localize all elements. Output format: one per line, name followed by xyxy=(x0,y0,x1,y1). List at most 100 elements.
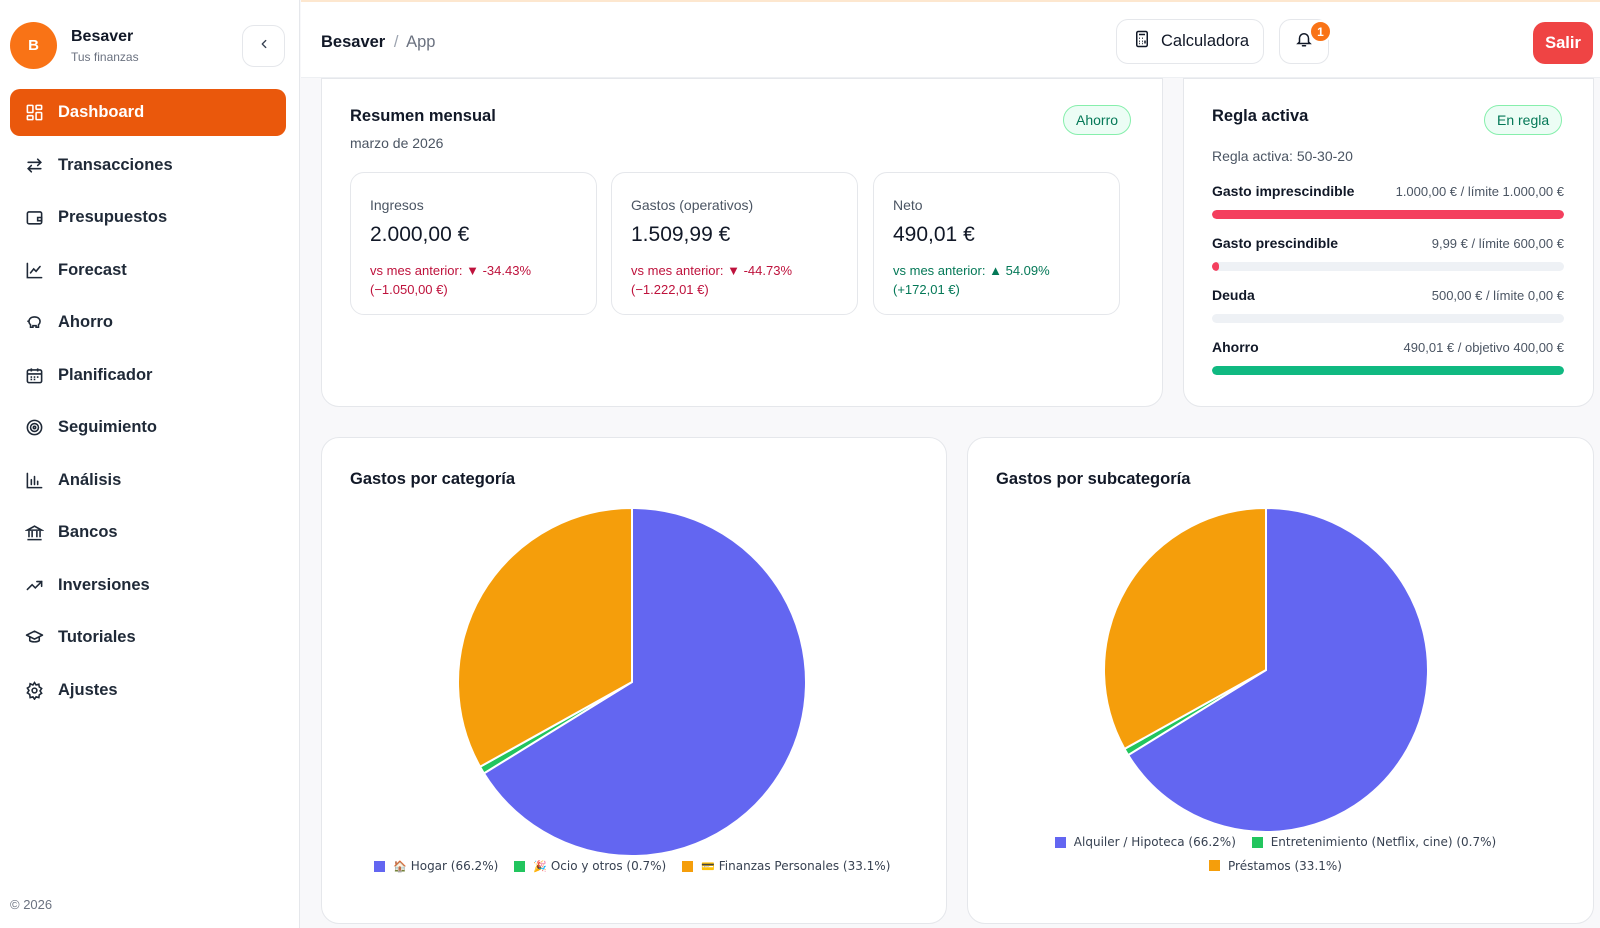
breadcrumb-root[interactable]: Besaver xyxy=(321,33,386,51)
legend-swatch xyxy=(682,860,694,872)
stat-value: 490,01 € xyxy=(893,223,975,246)
stat-value: 1.509,99 € xyxy=(631,223,731,246)
delta-absolute: (−1.050,00 €) xyxy=(370,282,448,297)
summary-period: marzo de 2026 xyxy=(350,135,444,151)
wallet-icon xyxy=(24,208,44,228)
sidebar-item-ahorro[interactable]: Ahorro xyxy=(10,299,286,346)
rule-row-value: 1.000,00 € / límite 1.000,00 € xyxy=(1395,184,1564,199)
rule-row: Deuda 500,00 € / límite 0,00 € xyxy=(1212,287,1564,323)
sidebar-item-inversiones[interactable]: Inversiones xyxy=(10,562,286,609)
topbar: Besaver / App Calculadora 1 Salir xyxy=(301,0,1600,78)
sidebar-item-forecast[interactable]: Forecast xyxy=(10,247,286,294)
subcategory-chart-card: Gastos por subcategoría Alquiler / Hipot… xyxy=(967,437,1594,924)
sidebar-item-planificador[interactable]: Planificador xyxy=(10,352,286,399)
target-icon xyxy=(24,418,44,438)
rule-row-value: 9,99 € / límite 600,00 € xyxy=(1431,236,1564,251)
sidebar-item-tutoriales[interactable]: Tutoriales xyxy=(10,614,286,661)
sidebar-item-label: Planificador xyxy=(58,365,153,384)
active-rule-card: Regla activa En regla Regla activa: 50-3… xyxy=(1183,78,1594,407)
sidebar-item-ajustes[interactable]: Ajustes xyxy=(10,667,286,714)
category-legend: 🏠 Hogar (66.2%) 🎉 Ocio y otros (0.7%) 💳 Fin… xyxy=(374,859,902,875)
gear-icon xyxy=(24,680,44,700)
bar-chart-icon xyxy=(24,470,44,490)
rule-row-name: Ahorro xyxy=(1212,339,1259,355)
rule-status-badge: En regla xyxy=(1484,105,1563,135)
legend-item[interactable]: Alquiler / Hipoteca (66.2%) xyxy=(1054,835,1236,849)
rule-row-value: 490,01 € / objetivo 400,00 € xyxy=(1403,340,1564,355)
brand-name: Besaver xyxy=(71,27,134,45)
progress-fill xyxy=(1212,366,1564,375)
delta-absolute: (−1.222,01 €) xyxy=(631,282,709,297)
chart-title: Gastos por categoría xyxy=(350,470,516,488)
sidebar-item-label: Dashboard xyxy=(58,103,145,121)
arrow-down-icon: ▼ xyxy=(466,263,479,278)
delta-prefix: vs mes anterior: xyxy=(631,263,728,278)
stat-card-neto: Neto 490,01 € vs mes anterior: ▲ 54.09% … xyxy=(873,172,1120,315)
sidebar-item-label: Forecast xyxy=(58,260,127,279)
subcategory-pie-chart xyxy=(1103,506,1429,833)
legend-swatch xyxy=(1251,836,1263,848)
logout-button[interactable]: Salir xyxy=(1533,22,1593,64)
sidebar-item-label: Tutoriales xyxy=(58,628,136,646)
piggy-bank-icon xyxy=(24,313,44,333)
collapse-sidebar-button[interactable] xyxy=(242,25,285,67)
arrow-down-icon: ▼ xyxy=(727,263,740,278)
calculator-button[interactable]: Calculadora xyxy=(1116,19,1264,64)
breadcrumb: Besaver / App xyxy=(321,33,435,52)
category-pie-chart xyxy=(457,506,807,857)
rule-row-name: Gasto imprescindible xyxy=(1212,183,1355,199)
legend-swatch xyxy=(374,860,385,872)
legend-item[interactable]: Préstamos (33.1%) xyxy=(1209,859,1342,873)
rule-title: Regla activa xyxy=(1212,107,1309,125)
legend-item[interactable]: 💳 Finanzas Personales (33.1%) xyxy=(682,859,890,873)
sidebar-item-label: Bancos xyxy=(58,523,118,541)
house-icon: 🏠 xyxy=(393,859,407,873)
brand[interactable]: B Besaver Tus finanzas xyxy=(10,22,139,69)
rule-subtitle: Regla activa: 50-30-20 xyxy=(1212,148,1353,164)
sidebar-item-dashboard[interactable]: Dashboard xyxy=(10,89,286,136)
delta-prefix: vs mes anterior: xyxy=(893,263,990,278)
dashboard-icon xyxy=(24,103,44,123)
rule-row: Gasto imprescindible 1.000,00 € / límite… xyxy=(1212,183,1564,219)
notification-count-badge: 1 xyxy=(1309,20,1332,43)
rule-row: Gasto prescindible 9,99 € / límite 600,0… xyxy=(1212,235,1564,271)
party-icon: 🎉 xyxy=(533,859,547,873)
rule-row: Ahorro 490,01 € / objetivo 400,00 € xyxy=(1212,339,1564,375)
sidebar-item-bancos[interactable]: Bancos xyxy=(10,509,286,556)
legend-label: Préstamos (33.1%) xyxy=(1228,858,1342,873)
legend-item[interactable]: 🎉 Ocio y otros (0.7%) xyxy=(514,859,666,873)
delta-percent: 54.09% xyxy=(1005,263,1050,278)
summary-title: Resumen mensual xyxy=(350,107,496,125)
progress-fill xyxy=(1212,262,1220,271)
rule-row-name: Gasto prescindible xyxy=(1212,235,1339,251)
stat-label: Neto xyxy=(893,197,923,213)
calendar-icon xyxy=(24,365,44,385)
trending-up-icon xyxy=(24,575,44,595)
line-chart-icon xyxy=(24,260,44,280)
pie-slice-finanzas-personales[interactable] xyxy=(457,506,633,769)
sidebar-item-analisis[interactable]: Análisis xyxy=(10,457,286,504)
calculator-label: Calculadora xyxy=(1161,32,1250,50)
brand-tagline: Tus finanzas xyxy=(71,49,139,64)
legend-item[interactable]: 🏠 Hogar (66.2%) xyxy=(374,859,498,873)
bank-icon xyxy=(24,523,44,543)
sidebar-item-seguimiento[interactable]: Seguimiento xyxy=(10,404,286,451)
pie-slice-alquiler-hipoteca[interactable] xyxy=(1126,506,1429,833)
legend-item[interactable]: Entretenimiento (Netflix, cine) (0.7%) xyxy=(1251,835,1496,849)
summary-status-badge: Ahorro xyxy=(1063,105,1132,135)
legend-label: Hogar (66.2%) xyxy=(410,859,499,873)
pie-slice-pr-stamos[interactable] xyxy=(1103,506,1267,751)
copyright: © 2026 xyxy=(10,897,53,912)
sidebar-item-label: Presupuestos xyxy=(58,208,168,226)
sidebar-item-label: Ahorro xyxy=(58,313,113,331)
pie-slice-hogar[interactable] xyxy=(482,506,807,857)
stat-delta: vs mes anterior: ▼ -44.73% (−1.222,01 €) xyxy=(631,261,838,299)
chart-title: Gastos por subcategoría xyxy=(996,470,1191,488)
sidebar-item-label: Inversiones xyxy=(58,575,150,594)
sidebar-item-transacciones[interactable]: Transacciones xyxy=(10,142,286,189)
category-chart-card: Gastos por categoría 🏠 Hogar (66.2%) 🎉 Oci… xyxy=(321,437,947,924)
progress-track xyxy=(1212,314,1564,323)
sidebar-item-presupuestos[interactable]: Presupuestos xyxy=(10,194,286,241)
arrows-icon xyxy=(24,155,44,175)
legend-label: Alquiler / Hipoteca (66.2%) xyxy=(1073,835,1236,849)
